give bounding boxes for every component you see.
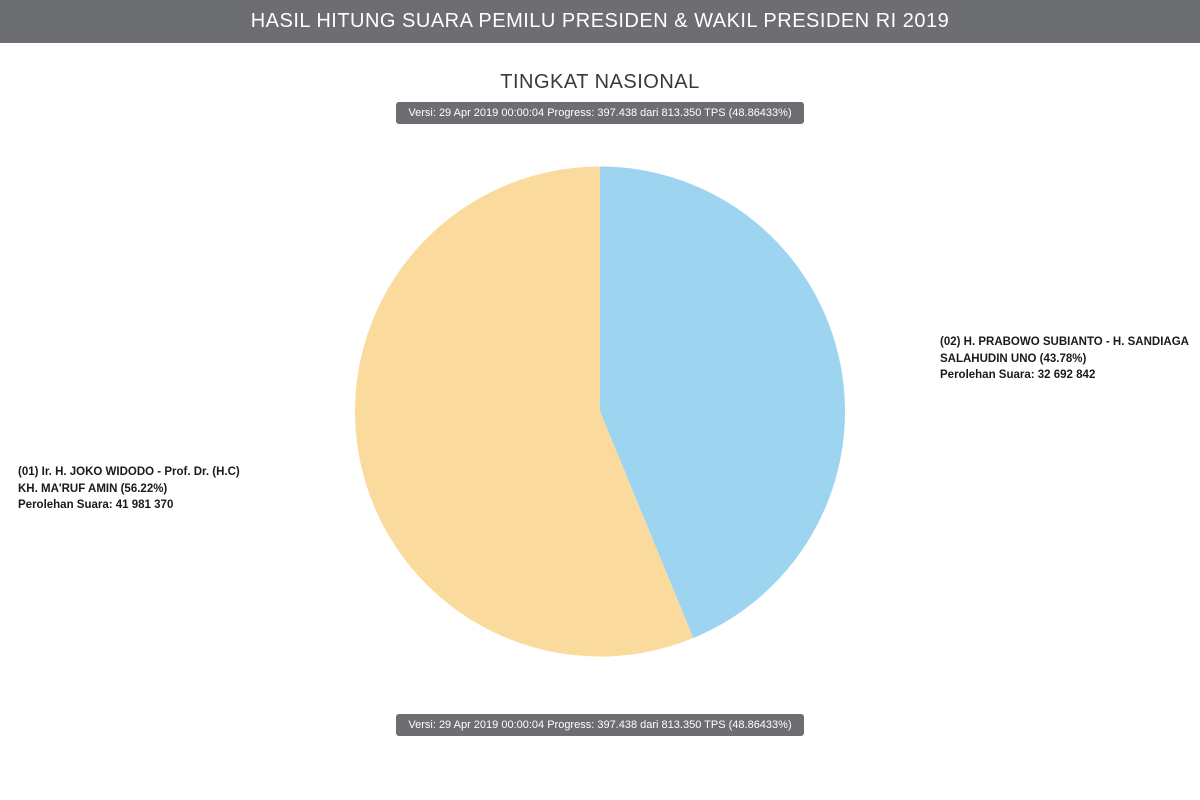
version-badge-top-wrap: Versi: 29 Apr 2019 00:00:04 Progress: 39… [0,102,1200,124]
version-badge-top: Versi: 29 Apr 2019 00:00:04 Progress: 39… [396,102,803,124]
candidate-02-line-2: SALAHUDIN UNO (43.78%) [940,351,1200,368]
subtitle: TINGKAT NASIONAL [0,71,1200,94]
candidate-02-line-1: (02) H. PRABOWO SUBIANTO - H. SANDIAGA [940,334,1200,351]
version-badge-bottom: Versi: 29 Apr 2019 00:00:04 Progress: 39… [396,714,803,736]
candidate-01-line-1: (01) Ir. H. JOKO WIDODO - Prof. Dr. (H.C… [18,464,278,481]
page-header-bar: HASIL HITUNG SUARA PEMILU PRESIDEN & WAK… [0,0,1200,43]
candidate-01-label: (01) Ir. H. JOKO WIDODO - Prof. Dr. (H.C… [18,464,278,514]
pie-svg [355,167,845,657]
candidate-01-line-2: KH. MA'RUF AMIN (56.22%) [18,481,278,498]
candidate-02-label: (02) H. PRABOWO SUBIANTO - H. SANDIAGA S… [940,334,1200,384]
pie-chart-area: (01) Ir. H. JOKO WIDODO - Prof. Dr. (H.C… [0,134,1200,694]
candidate-01-line-3: Perolehan Suara: 41 981 370 [18,497,278,514]
candidate-02-line-3: Perolehan Suara: 32 692 842 [940,367,1200,384]
pie-chart [355,167,845,662]
version-badge-bottom-wrap: Versi: 29 Apr 2019 00:00:04 Progress: 39… [0,714,1200,736]
page-title: HASIL HITUNG SUARA PEMILU PRESIDEN & WAK… [251,10,950,32]
